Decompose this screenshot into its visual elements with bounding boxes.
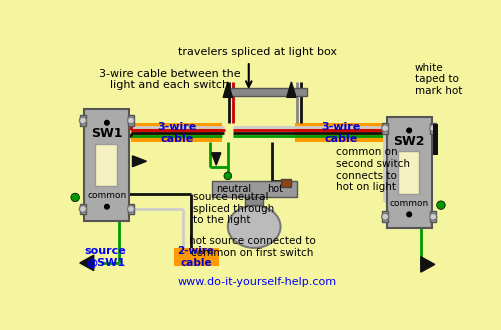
Circle shape	[381, 213, 388, 220]
Bar	[432, 124, 437, 155]
Bar	[381, 123, 387, 134]
Bar	[225, 88, 306, 96]
Bar	[244, 197, 263, 205]
Circle shape	[104, 120, 109, 125]
Bar	[84, 109, 129, 220]
Text: common: common	[87, 191, 126, 200]
Polygon shape	[420, 257, 434, 272]
Circle shape	[406, 212, 411, 217]
Text: source neutral
spliced through
to the light: source neutral spliced through to the li…	[192, 192, 274, 225]
Circle shape	[429, 125, 436, 132]
Text: travelers spliced at light box: travelers spliced at light box	[177, 47, 336, 57]
Polygon shape	[80, 255, 94, 271]
Bar	[80, 115, 86, 126]
Polygon shape	[223, 82, 232, 97]
Bar	[128, 204, 134, 214]
Circle shape	[223, 172, 231, 180]
Polygon shape	[211, 153, 220, 165]
Bar	[429, 211, 435, 222]
Text: 2-wire
cable: 2-wire cable	[177, 246, 214, 268]
Ellipse shape	[227, 206, 280, 248]
Circle shape	[436, 201, 444, 210]
Bar	[80, 204, 86, 214]
Text: hot: hot	[267, 184, 283, 194]
Text: www.do-it-yourself-help.com: www.do-it-yourself-help.com	[177, 277, 336, 287]
Bar	[281, 179, 291, 187]
Text: hot source connected to
common on first switch: hot source connected to common on first …	[189, 236, 315, 257]
Circle shape	[127, 117, 134, 124]
Circle shape	[381, 125, 388, 132]
Text: 3-wire cable between the
light and each switch: 3-wire cable between the light and each …	[99, 69, 240, 90]
Text: source
@SW1: source @SW1	[84, 246, 126, 268]
Circle shape	[104, 204, 109, 209]
Bar	[295, 123, 386, 142]
Text: 3-wire
cable: 3-wire cable	[321, 122, 360, 144]
Bar	[173, 248, 218, 266]
Circle shape	[127, 206, 134, 213]
Text: neutral: neutral	[215, 184, 250, 194]
Bar	[386, 116, 431, 228]
Text: SW1: SW1	[91, 127, 122, 140]
Circle shape	[79, 117, 86, 124]
Text: SW2: SW2	[393, 135, 424, 148]
Bar	[429, 123, 435, 134]
Circle shape	[79, 206, 86, 213]
Circle shape	[71, 193, 79, 202]
Polygon shape	[132, 156, 146, 167]
Bar	[381, 211, 387, 222]
Polygon shape	[286, 82, 296, 97]
Circle shape	[429, 213, 436, 220]
Bar	[131, 123, 222, 142]
Text: common: common	[389, 199, 428, 208]
Text: white
taped to
mark hot: white taped to mark hot	[414, 63, 461, 96]
Bar	[95, 144, 117, 186]
Bar	[397, 151, 418, 194]
Bar	[211, 181, 296, 197]
Bar	[128, 115, 134, 126]
Text: common on
second switch
connects to
hot on light: common on second switch connects to hot …	[335, 148, 409, 192]
Circle shape	[406, 128, 411, 133]
Text: 3-wire
cable: 3-wire cable	[157, 122, 196, 144]
